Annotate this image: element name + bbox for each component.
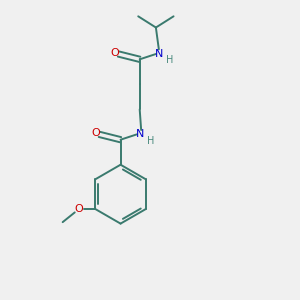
Text: H: H bbox=[147, 136, 155, 146]
Text: H: H bbox=[166, 56, 174, 65]
Text: O: O bbox=[74, 204, 83, 214]
Text: N: N bbox=[154, 49, 163, 59]
Text: O: O bbox=[92, 128, 100, 138]
Text: O: O bbox=[111, 47, 119, 58]
Text: N: N bbox=[136, 129, 144, 140]
